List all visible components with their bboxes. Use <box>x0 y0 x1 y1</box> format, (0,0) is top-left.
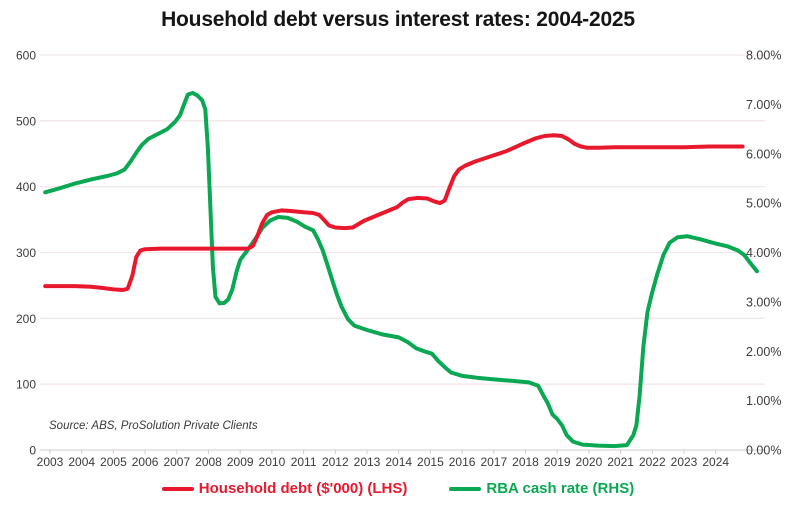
left-axis-tick-label: 100 <box>16 378 36 392</box>
left-axis-tick-label: 600 <box>16 49 36 63</box>
legend-item-rba-cash-rate: RBA cash rate (RHS) <box>449 480 634 497</box>
right-axis-tick-label: 2.00% <box>746 345 781 359</box>
left-axis-tick-label: 400 <box>16 180 36 194</box>
right-axis-tick-label: 6.00% <box>746 147 781 161</box>
x-axis-tick-label: 2003 <box>37 455 64 469</box>
right-axis-tick-label: 8.00% <box>746 49 781 63</box>
left-axis-tick-label: 200 <box>16 312 36 326</box>
x-axis-tick-label: 2009 <box>227 455 254 469</box>
x-axis-tick-label: 2016 <box>449 455 476 469</box>
x-axis-tick-label: 2023 <box>671 455 698 469</box>
x-axis-tick-label: 2005 <box>100 455 127 469</box>
x-axis-tick-label: 2014 <box>385 455 412 469</box>
legend-label-household-debt: Household debt ($'000) (LHS) <box>198 480 408 497</box>
left-axis-tick-label: 0 <box>29 444 36 458</box>
legend: Household debt ($'000) (LHS) RBA cash ra… <box>0 480 796 497</box>
left-axis-tick-label: 300 <box>16 246 36 260</box>
x-axis-tick-label: 2012 <box>322 455 349 469</box>
right-axis-tick-label: 0.00% <box>746 444 781 458</box>
right-axis-tick-label: 7.00% <box>746 98 781 112</box>
x-axis-tick-label: 2021 <box>607 455 634 469</box>
x-axis-tick-label: 2013 <box>354 455 381 469</box>
x-axis-tick-label: 2010 <box>259 455 286 469</box>
chart-title: Household debt versus interest rates: 20… <box>161 8 635 31</box>
source-note: Source: ABS, ProSolution Private Clients <box>49 420 258 432</box>
x-axis-tick-label: 2024 <box>702 455 729 469</box>
x-axis-tick-label: 2020 <box>576 455 603 469</box>
x-axis-tick-label: 2006 <box>132 455 159 469</box>
series-line-rba-cash-rate <box>43 91 759 449</box>
legend-dash-household-debt-icon <box>161 486 194 491</box>
right-axis-tick-label: 5.00% <box>746 197 781 211</box>
right-axis-tick-label: 4.00% <box>746 246 781 260</box>
x-axis-tick-label: 2008 <box>195 455 222 469</box>
left-axis-tick-label: 500 <box>16 114 36 128</box>
x-axis-tick-label: 2019 <box>544 455 571 469</box>
legend-dash-rba-cash-rate-icon <box>449 486 482 491</box>
right-axis-tick-label: 1.00% <box>746 394 781 408</box>
x-axis-tick-label: 2011 <box>291 455 317 469</box>
x-axis-tick-label: 2022 <box>639 455 666 469</box>
series-line-household-debt <box>43 133 745 292</box>
x-axis-tick-label: 2004 <box>68 455 95 469</box>
x-axis-tick-label: 2015 <box>417 455 444 469</box>
right-axis-tick-label: 3.00% <box>746 295 781 309</box>
x-axis-tick-label: 2018 <box>512 455 539 469</box>
x-axis-tick-label: 2007 <box>163 455 190 469</box>
legend-label-rba-cash-rate: RBA cash rate (RHS) <box>486 480 635 497</box>
x-axis-tick-label: 2017 <box>480 455 507 469</box>
legend-item-household-debt: Household debt ($'000) (LHS) <box>161 480 408 497</box>
